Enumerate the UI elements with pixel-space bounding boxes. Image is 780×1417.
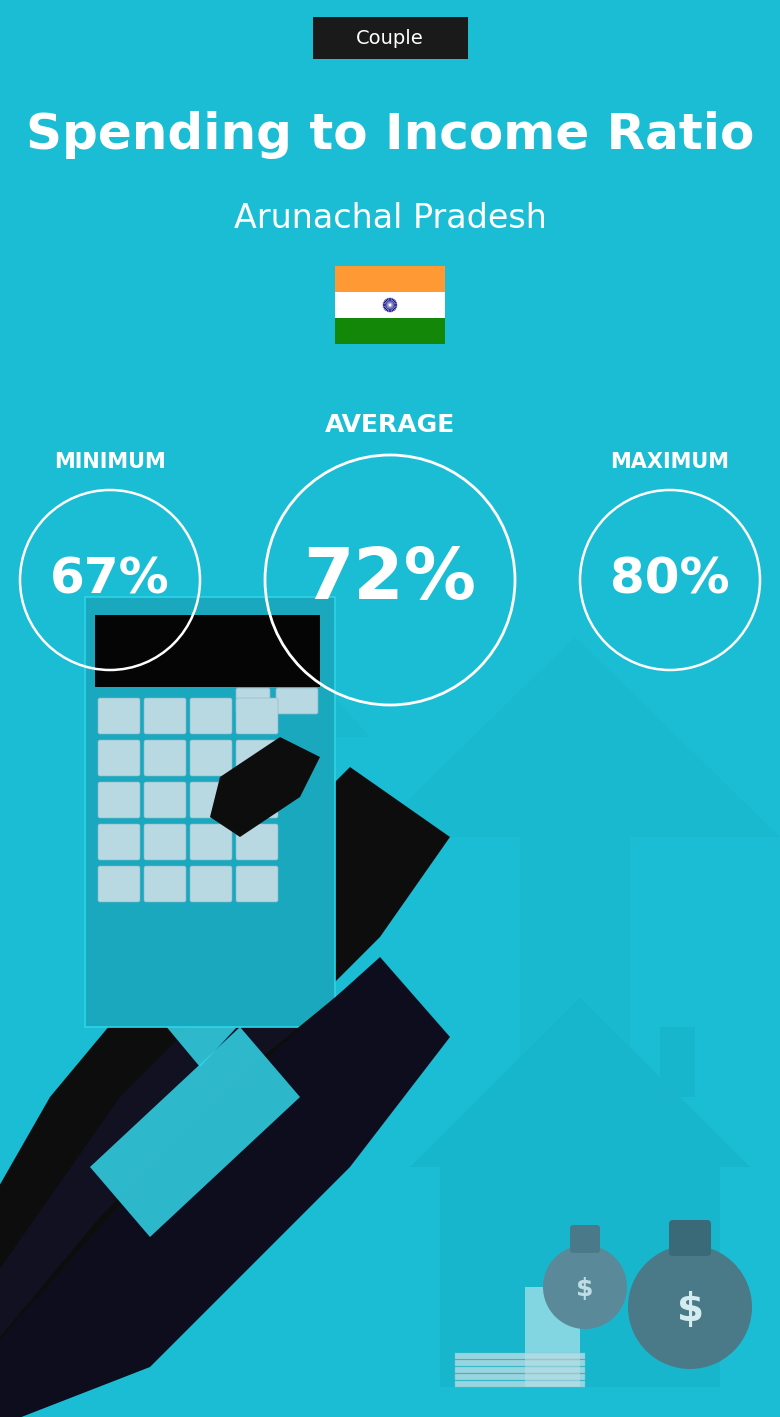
Circle shape (382, 298, 398, 313)
FancyBboxPatch shape (98, 740, 140, 777)
Circle shape (389, 303, 391, 306)
Text: Spending to Income Ratio: Spending to Income Ratio (26, 111, 754, 159)
Polygon shape (210, 737, 320, 837)
Text: AVERAGE: AVERAGE (325, 412, 455, 436)
FancyBboxPatch shape (98, 866, 140, 903)
FancyBboxPatch shape (236, 699, 278, 734)
Text: 72%: 72% (303, 546, 477, 615)
FancyBboxPatch shape (570, 1226, 600, 1253)
Bar (95, 615, 320, 687)
FancyBboxPatch shape (669, 1220, 711, 1255)
Polygon shape (0, 767, 450, 1297)
Polygon shape (0, 937, 350, 1367)
FancyBboxPatch shape (190, 699, 232, 734)
Polygon shape (150, 616, 370, 897)
Bar (455, 1360, 585, 1366)
Text: Couple: Couple (356, 28, 424, 48)
FancyBboxPatch shape (236, 782, 278, 818)
Circle shape (628, 1246, 752, 1369)
Polygon shape (0, 956, 450, 1417)
Text: $: $ (676, 1291, 704, 1329)
Bar (335, 317, 445, 344)
FancyBboxPatch shape (144, 825, 186, 860)
FancyBboxPatch shape (190, 740, 232, 777)
Polygon shape (90, 1027, 300, 1237)
Text: MAXIMUM: MAXIMUM (611, 452, 729, 472)
Polygon shape (370, 638, 780, 1136)
Bar (455, 1382, 585, 1387)
FancyBboxPatch shape (276, 689, 318, 714)
FancyBboxPatch shape (144, 740, 186, 777)
FancyBboxPatch shape (236, 825, 278, 860)
Text: 80%: 80% (610, 555, 730, 604)
FancyBboxPatch shape (98, 782, 140, 818)
FancyBboxPatch shape (98, 825, 140, 860)
FancyBboxPatch shape (236, 740, 278, 777)
Polygon shape (410, 998, 750, 1168)
Bar (440, 1168, 720, 1387)
Polygon shape (150, 887, 320, 1067)
Text: $: $ (576, 1277, 594, 1301)
Polygon shape (0, 976, 420, 1417)
Circle shape (543, 1246, 627, 1329)
Bar (455, 1367, 585, 1373)
FancyBboxPatch shape (190, 825, 232, 860)
Bar (455, 1353, 585, 1359)
FancyBboxPatch shape (313, 17, 467, 60)
FancyBboxPatch shape (236, 689, 270, 714)
Text: 67%: 67% (50, 555, 170, 604)
FancyBboxPatch shape (190, 866, 232, 903)
FancyBboxPatch shape (98, 699, 140, 734)
FancyBboxPatch shape (144, 782, 186, 818)
Bar (335, 292, 445, 317)
Bar (335, 266, 445, 292)
Bar (524, 1287, 580, 1387)
Text: Arunachal Pradesh: Arunachal Pradesh (233, 201, 547, 234)
Bar (455, 1374, 585, 1380)
FancyBboxPatch shape (190, 782, 232, 818)
FancyBboxPatch shape (236, 866, 278, 903)
Polygon shape (85, 597, 335, 1027)
FancyBboxPatch shape (144, 866, 186, 903)
FancyBboxPatch shape (144, 699, 186, 734)
Text: MINIMUM: MINIMUM (54, 452, 166, 472)
Bar (660, 1027, 695, 1097)
